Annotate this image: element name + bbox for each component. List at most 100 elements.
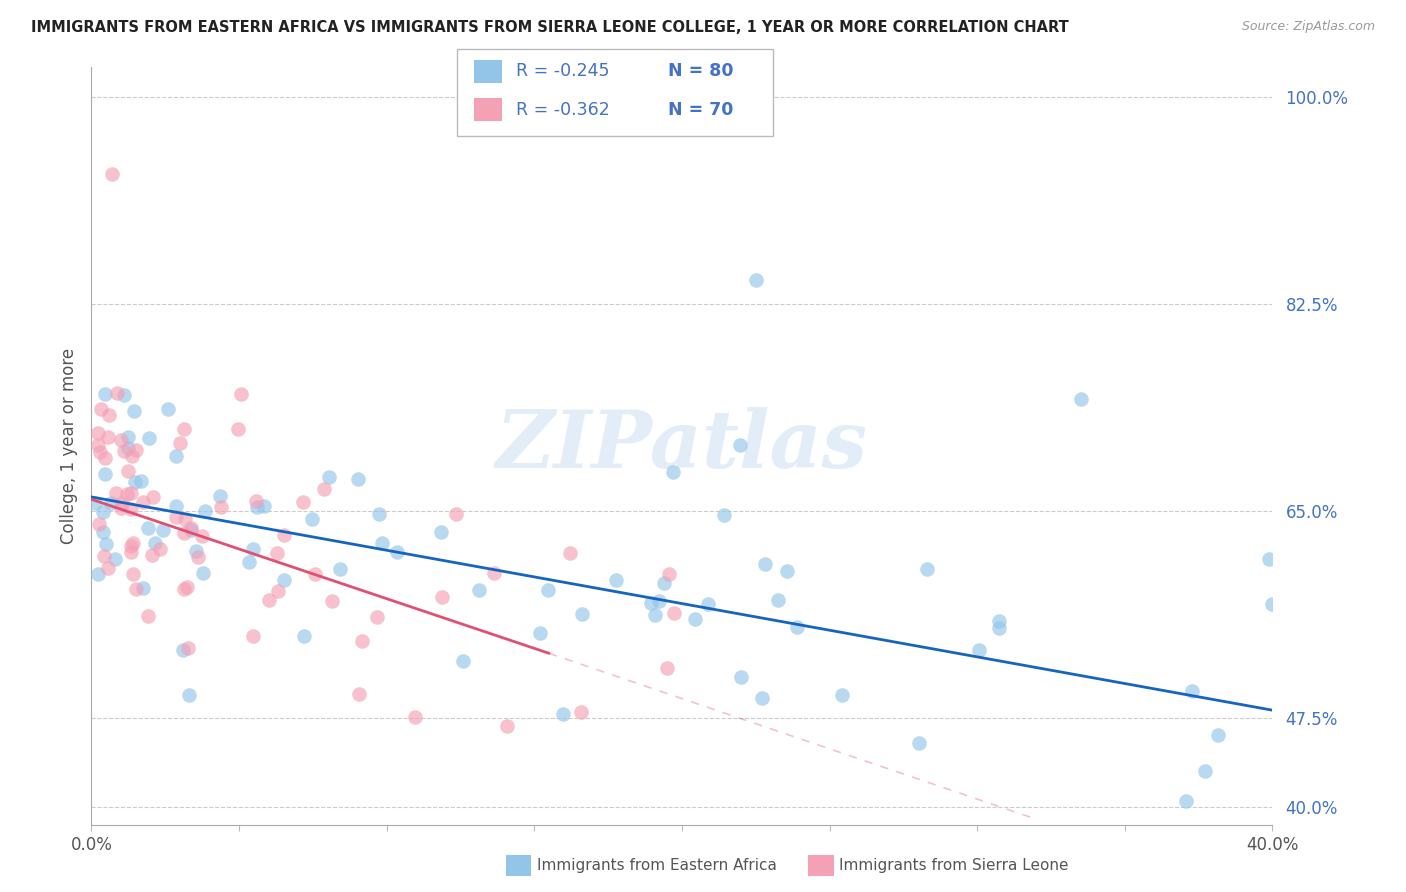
Point [915,562,938,576]
Point [191,529,214,543]
Point [104,552,127,566]
Point [776,564,799,578]
Point [605,573,627,587]
Point [266,583,288,598]
Point [754,557,776,571]
Point [1206,728,1229,742]
Point [94,450,117,465]
Point [1257,552,1279,566]
Point [786,620,808,634]
Point [1261,597,1284,611]
Text: IMMIGRANTS FROM EASTERN AFRICA VS IMMIGRANTS FROM SIERRA LEONE COLLEGE, 1 YEAR O: IMMIGRANTS FROM EASTERN AFRICA VS IMMIGR… [31,20,1069,35]
Point [169,435,191,450]
Point [644,607,666,622]
Point [87,438,110,452]
Point [165,510,187,524]
Y-axis label: College, 1 year or more: College, 1 year or more [59,348,77,544]
Point [122,536,145,550]
Text: Source: ZipAtlas.com: Source: ZipAtlas.com [1241,20,1375,33]
Point [730,670,752,684]
Point [662,606,685,620]
Point [648,594,671,608]
Point [1181,684,1204,698]
Point [655,661,678,675]
Point [745,273,768,287]
Point [105,485,128,500]
Point [713,508,735,522]
Point [87,517,110,532]
Point [173,526,195,541]
Point [245,493,267,508]
Point [430,525,453,540]
Point [658,566,681,581]
Point [662,466,685,480]
Point [93,549,115,564]
Point [93,386,115,401]
Point [100,496,122,510]
Point [242,630,264,644]
Text: N = 80: N = 80 [668,62,734,80]
Point [87,425,110,440]
Point [314,482,336,496]
Point [208,489,231,503]
Point [125,443,148,458]
Point [91,505,114,519]
Point [117,441,139,455]
Point [101,167,124,181]
Point [84,495,107,509]
Point [553,706,575,721]
Point [117,464,139,478]
Point [112,388,135,402]
Point [766,593,789,607]
Point [96,537,118,551]
Point [257,593,280,607]
Point [89,444,111,458]
Point [368,507,391,521]
Point [97,408,120,422]
Point [180,523,202,537]
Point [121,449,143,463]
Point [143,536,166,550]
Point [347,687,370,701]
Point [120,485,142,500]
Point [907,736,929,750]
Point [176,580,198,594]
Point [238,555,260,569]
Point [141,548,163,562]
Point [347,472,370,486]
Point [122,404,145,418]
Point [652,575,675,590]
Point [194,504,217,518]
Point [110,433,132,447]
Point [120,502,142,516]
Point [136,609,159,624]
Point [136,521,159,535]
Point [157,402,180,417]
Point [115,487,138,501]
Point [444,507,467,521]
Point [318,470,340,484]
Point [467,583,489,598]
Point [172,643,194,657]
Point [132,494,155,508]
Point [91,524,114,539]
Point [177,688,200,702]
Point [321,594,343,608]
Point [180,520,202,534]
Point [120,545,142,559]
Text: R = -0.362: R = -0.362 [516,101,610,119]
Point [120,539,142,553]
Point [366,610,388,624]
Point [209,500,232,514]
Point [125,582,148,597]
Text: N = 70: N = 70 [668,101,733,119]
Point [385,545,408,559]
Point [110,500,132,515]
Point [112,444,135,458]
Point [129,474,152,488]
Point [1174,794,1197,808]
Point [482,566,505,581]
Point [751,691,773,706]
Point [640,596,662,610]
Point [90,401,112,416]
